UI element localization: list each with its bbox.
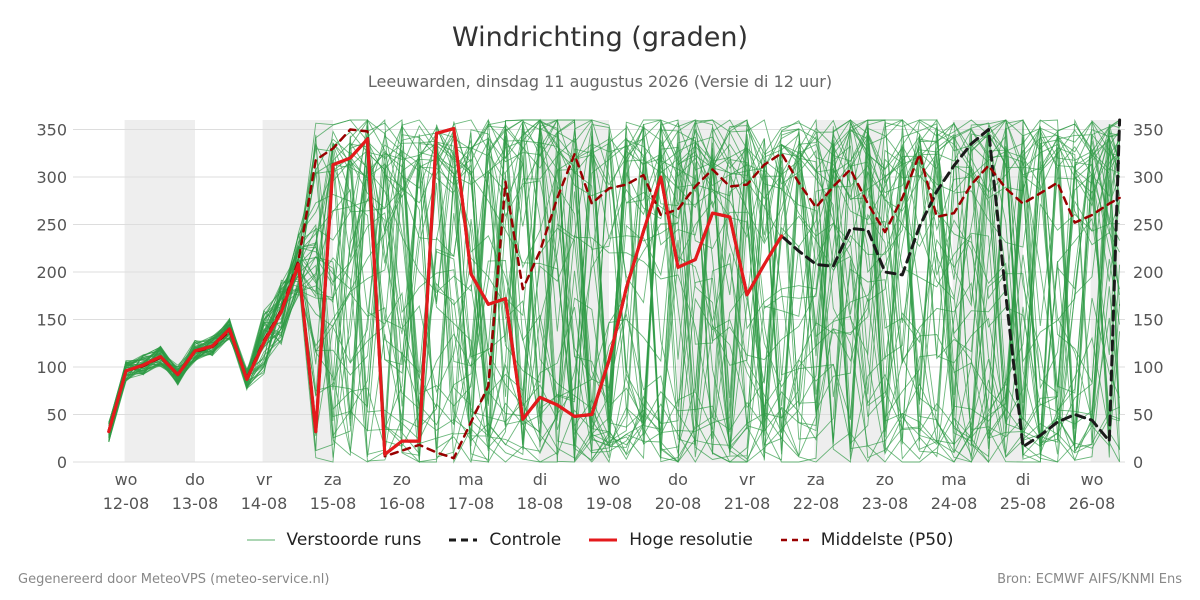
ensemble-member-36 — [108, 118, 1121, 463]
y-tick-left-150: 150 — [36, 311, 67, 330]
y-tick-right-300: 300 — [1133, 168, 1164, 187]
ensemble-member-50 — [108, 119, 1121, 463]
x-tick-day-7: wo — [598, 470, 621, 489]
y-tick-left-0: 0 — [57, 453, 67, 472]
x-tick-day-12: ma — [941, 470, 966, 489]
x-tick-date-6: 18-08 — [517, 494, 564, 513]
x-tick-date-11: 23-08 — [862, 494, 909, 513]
y-tick-right-200: 200 — [1133, 263, 1164, 282]
legend: Verstoorde runs Controle Hoge resolutie … — [0, 530, 1200, 550]
y-tick-right-50: 50 — [1133, 406, 1153, 425]
x-tick-date-13: 25-08 — [1000, 494, 1047, 513]
ensemble-member-44 — [108, 119, 1121, 455]
y-tick-left-50: 50 — [47, 406, 67, 425]
ensemble-member-23 — [108, 120, 1121, 455]
y-tick-right-100: 100 — [1133, 358, 1164, 377]
x-tick-date-0: 12-08 — [103, 494, 150, 513]
axis-labels: 0 0 50 50 100 100 150 150 200 200 250 250 300 300 350 3… — [36, 121, 1163, 514]
x-tick-date-3: 15-08 — [310, 494, 357, 513]
x-tick-day-11: zo — [876, 470, 894, 489]
y-tick-right-250: 250 — [1133, 216, 1164, 235]
legend-label-members: Verstoorde runs — [286, 530, 422, 550]
x-tick-day-4: zo — [393, 470, 411, 489]
x-tick-day-1: do — [185, 470, 205, 489]
ensemble-member-45 — [108, 120, 1121, 461]
y-tick-left-350: 350 — [36, 121, 67, 140]
x-tick-date-10: 22-08 — [793, 494, 840, 513]
series-hoge-resolutie — [107, 127, 784, 456]
chart-title: Windrichting (graden) — [451, 22, 749, 53]
y-tick-left-100: 100 — [36, 358, 67, 377]
ensemble-member-38 — [108, 124, 1121, 464]
x-tick-date-9: 21-08 — [724, 494, 771, 513]
legend-label-median: Middelste (P50) — [820, 530, 954, 550]
main-series — [107, 118, 1122, 460]
legend-swatch-median — [780, 538, 809, 542]
ensemble-member-42 — [108, 126, 1121, 463]
x-tick-date-5: 17-08 — [448, 494, 495, 513]
x-tick-date-8: 20-08 — [655, 494, 702, 513]
y-tick-left-200: 200 — [36, 263, 67, 282]
chart-subtitle: Leeuwarden, dinsdag 11 augustus 2026 (Ve… — [367, 72, 833, 91]
legend-swatch-control — [449, 538, 478, 542]
x-tick-date-7: 19-08 — [586, 494, 633, 513]
ensemble-members — [108, 118, 1121, 464]
footer-source: Bron: ECMWF AIFS/KNMI Ens — [997, 572, 1182, 587]
ensemble-member-2 — [108, 119, 1121, 454]
x-tick-day-14: wo — [1081, 470, 1104, 489]
ensemble-member-22 — [108, 119, 1121, 464]
x-tick-day-8: do — [668, 470, 688, 489]
x-tick-date-2: 14-08 — [241, 494, 288, 513]
y-tick-right-0: 0 — [1133, 453, 1143, 472]
legend-item-hires: Hoge resolutie — [589, 530, 753, 550]
x-tick-day-5: ma — [458, 470, 483, 489]
legend-item-control: Controle — [449, 530, 561, 550]
legend-item-members: Verstoorde runs — [246, 530, 422, 550]
legend-swatch-members — [246, 539, 275, 541]
x-tick-day-9: vr — [739, 470, 755, 489]
x-tick-date-14: 26-08 — [1069, 494, 1116, 513]
legend-item-median: Middelste (P50) — [780, 530, 954, 550]
y-tick-right-350: 350 — [1133, 121, 1164, 140]
legend-label-control: Controle — [489, 530, 562, 550]
x-tick-date-4: 16-08 — [379, 494, 426, 513]
ensemble-member-17 — [108, 121, 1121, 464]
ensemble-member-35 — [108, 119, 1120, 463]
x-tick-date-12: 24-08 — [931, 494, 978, 513]
x-tick-day-10: za — [807, 470, 825, 489]
x-tick-date-1: 13-08 — [172, 494, 219, 513]
y-tick-right-150: 150 — [1133, 311, 1164, 330]
x-tick-day-2: vr — [256, 470, 272, 489]
ensemble-member-47 — [108, 119, 1121, 463]
x-tick-day-13: di — [1016, 470, 1031, 489]
y-tick-left-250: 250 — [36, 216, 67, 235]
legend-label-hires: Hoge resolutie — [629, 530, 753, 550]
y-tick-left-300: 300 — [36, 168, 67, 187]
ensemble-member-30 — [108, 119, 1120, 463]
x-tick-day-3: za — [324, 470, 342, 489]
footer-generated-by: Gegenereerd door MeteoVPS (meteo-service… — [18, 572, 330, 587]
ensemble-member-26 — [108, 119, 1121, 461]
x-tick-day-0: wo — [115, 470, 138, 489]
legend-swatch-hires — [589, 538, 618, 542]
shade-band-0 — [124, 120, 195, 462]
x-tick-day-6: di — [533, 470, 548, 489]
ensemble-member-32 — [108, 118, 1121, 463]
